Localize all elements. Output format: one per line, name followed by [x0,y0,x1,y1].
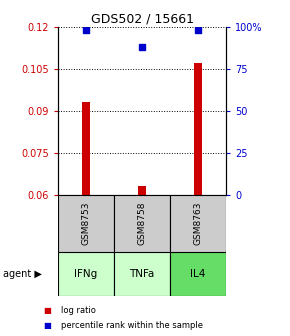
Text: ■: ■ [44,306,51,315]
Text: GSM8763: GSM8763 [194,202,203,245]
Text: percentile rank within the sample: percentile rank within the sample [61,321,203,330]
Text: GSM8758: GSM8758 [137,202,147,245]
Bar [170,195,226,252]
Text: GSM8753: GSM8753 [81,202,90,245]
Bar [194,63,202,195]
Text: ■: ■ [44,321,51,330]
Bar [114,252,170,296]
Text: TNFa: TNFa [129,269,155,279]
Bar [58,252,114,296]
Bar [58,195,114,252]
Bar [82,102,90,195]
Text: agent ▶: agent ▶ [3,269,42,279]
Title: GDS502 / 15661: GDS502 / 15661 [90,13,194,26]
Bar [138,186,146,195]
Text: log ratio: log ratio [61,306,96,315]
Text: IL4: IL4 [191,269,206,279]
Bar [170,252,226,296]
Text: IFNg: IFNg [75,269,98,279]
Bar [114,195,170,252]
